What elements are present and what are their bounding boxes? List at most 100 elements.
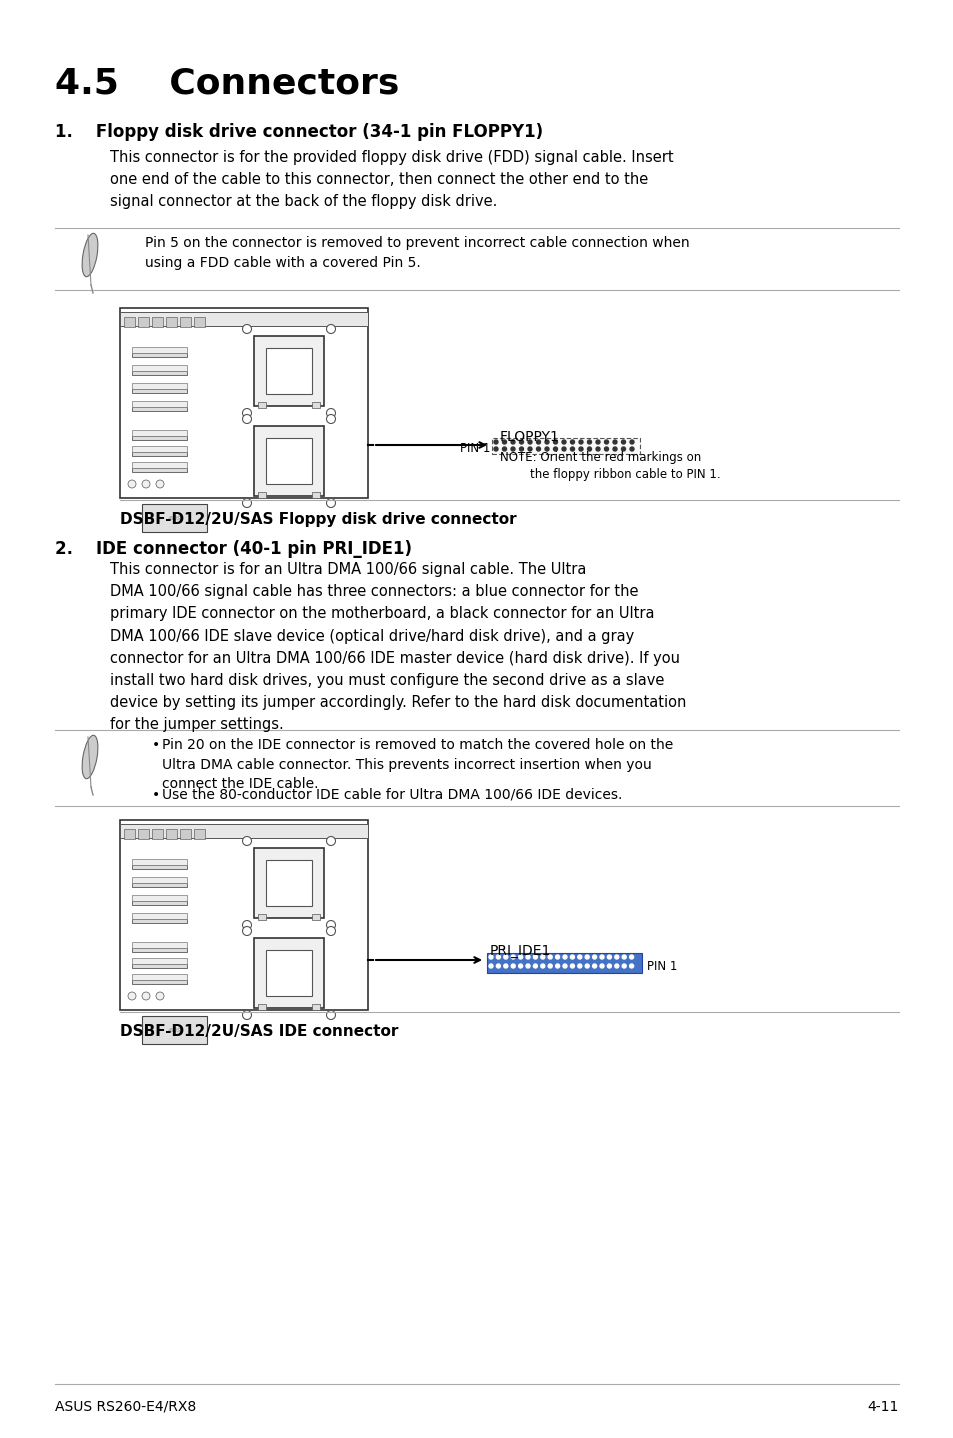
Circle shape: [607, 955, 611, 959]
Circle shape: [503, 963, 507, 968]
Bar: [253, 938, 324, 1008]
Circle shape: [604, 440, 608, 444]
Text: ASUS: ASUS: [167, 1028, 180, 1032]
Bar: [132, 894, 187, 902]
Bar: [266, 951, 312, 997]
Bar: [257, 492, 266, 498]
Circle shape: [496, 955, 500, 959]
Text: 2.    IDE connector (40-1 pin PRI_IDE1): 2. IDE connector (40-1 pin PRI_IDE1): [55, 541, 412, 558]
Circle shape: [142, 992, 150, 999]
Bar: [486, 953, 641, 974]
Circle shape: [326, 414, 335, 424]
Ellipse shape: [82, 233, 98, 276]
Bar: [120, 312, 368, 326]
Bar: [132, 877, 187, 883]
Circle shape: [527, 447, 532, 452]
Circle shape: [511, 440, 515, 444]
Bar: [142, 503, 207, 532]
Circle shape: [533, 955, 537, 959]
Circle shape: [570, 955, 574, 959]
Circle shape: [326, 920, 335, 929]
Bar: [132, 858, 187, 866]
Circle shape: [494, 440, 497, 444]
Circle shape: [527, 440, 532, 444]
Circle shape: [599, 955, 603, 959]
Circle shape: [242, 926, 252, 936]
Text: Pin 20 on the IDE connector is removed to match the covered hole on the
Ultra DM: Pin 20 on the IDE connector is removed t…: [162, 738, 673, 791]
Ellipse shape: [82, 735, 98, 779]
Circle shape: [621, 955, 625, 959]
Circle shape: [620, 440, 625, 444]
Circle shape: [614, 955, 618, 959]
Circle shape: [553, 440, 557, 444]
Circle shape: [561, 447, 565, 452]
Bar: [132, 390, 187, 393]
Circle shape: [620, 447, 625, 452]
Circle shape: [489, 963, 493, 968]
Bar: [152, 316, 163, 326]
Circle shape: [511, 963, 515, 968]
Bar: [166, 316, 177, 326]
Circle shape: [525, 955, 530, 959]
Circle shape: [584, 963, 589, 968]
Circle shape: [587, 440, 591, 444]
Circle shape: [599, 963, 603, 968]
Circle shape: [128, 992, 136, 999]
Bar: [312, 1004, 319, 1009]
Circle shape: [613, 447, 617, 452]
Circle shape: [562, 963, 566, 968]
Circle shape: [555, 963, 559, 968]
Bar: [312, 915, 319, 920]
Circle shape: [326, 408, 335, 417]
Text: 4-11: 4-11: [866, 1401, 898, 1414]
Circle shape: [578, 447, 582, 452]
Bar: [132, 963, 187, 968]
Circle shape: [613, 440, 617, 444]
Circle shape: [242, 408, 252, 417]
Bar: [132, 981, 187, 984]
Text: ASUS RS260-E4/RX8: ASUS RS260-E4/RX8: [55, 1401, 196, 1414]
Bar: [132, 913, 187, 919]
Circle shape: [578, 963, 581, 968]
Circle shape: [629, 447, 634, 452]
Text: NOTE: Orient the red markings on
        the floppy ribbon cable to PIN 1.: NOTE: Orient the red markings on the flo…: [499, 452, 720, 480]
Bar: [257, 403, 266, 408]
Text: •: •: [152, 738, 160, 752]
Circle shape: [570, 447, 574, 452]
Circle shape: [629, 440, 634, 444]
Circle shape: [533, 963, 537, 968]
Circle shape: [326, 926, 335, 936]
Circle shape: [540, 955, 544, 959]
Bar: [138, 316, 149, 326]
Circle shape: [525, 963, 530, 968]
Bar: [132, 942, 187, 948]
Circle shape: [592, 955, 596, 959]
Circle shape: [496, 963, 500, 968]
Circle shape: [326, 325, 335, 334]
Bar: [138, 828, 149, 838]
Bar: [132, 407, 187, 411]
Circle shape: [326, 499, 335, 508]
Text: Pin 5 on the connector is removed to prevent incorrect cable connection when
usi: Pin 5 on the connector is removed to pre…: [145, 236, 689, 269]
Bar: [120, 824, 368, 838]
Circle shape: [570, 440, 574, 444]
Circle shape: [544, 447, 548, 452]
Circle shape: [536, 440, 540, 444]
Circle shape: [511, 447, 515, 452]
Bar: [193, 828, 205, 838]
Circle shape: [242, 837, 252, 846]
Circle shape: [242, 920, 252, 929]
Circle shape: [596, 447, 599, 452]
Bar: [253, 336, 324, 406]
Bar: [312, 403, 319, 408]
Bar: [132, 446, 187, 452]
Circle shape: [156, 480, 164, 487]
Bar: [266, 348, 312, 394]
Circle shape: [326, 837, 335, 846]
Circle shape: [562, 955, 566, 959]
Text: PRI_IDE1: PRI_IDE1: [490, 943, 551, 958]
Circle shape: [242, 1011, 252, 1020]
Circle shape: [156, 992, 164, 999]
Circle shape: [548, 963, 552, 968]
Text: DSBF-D12/2U/SAS IDE connector: DSBF-D12/2U/SAS IDE connector: [120, 1024, 398, 1040]
